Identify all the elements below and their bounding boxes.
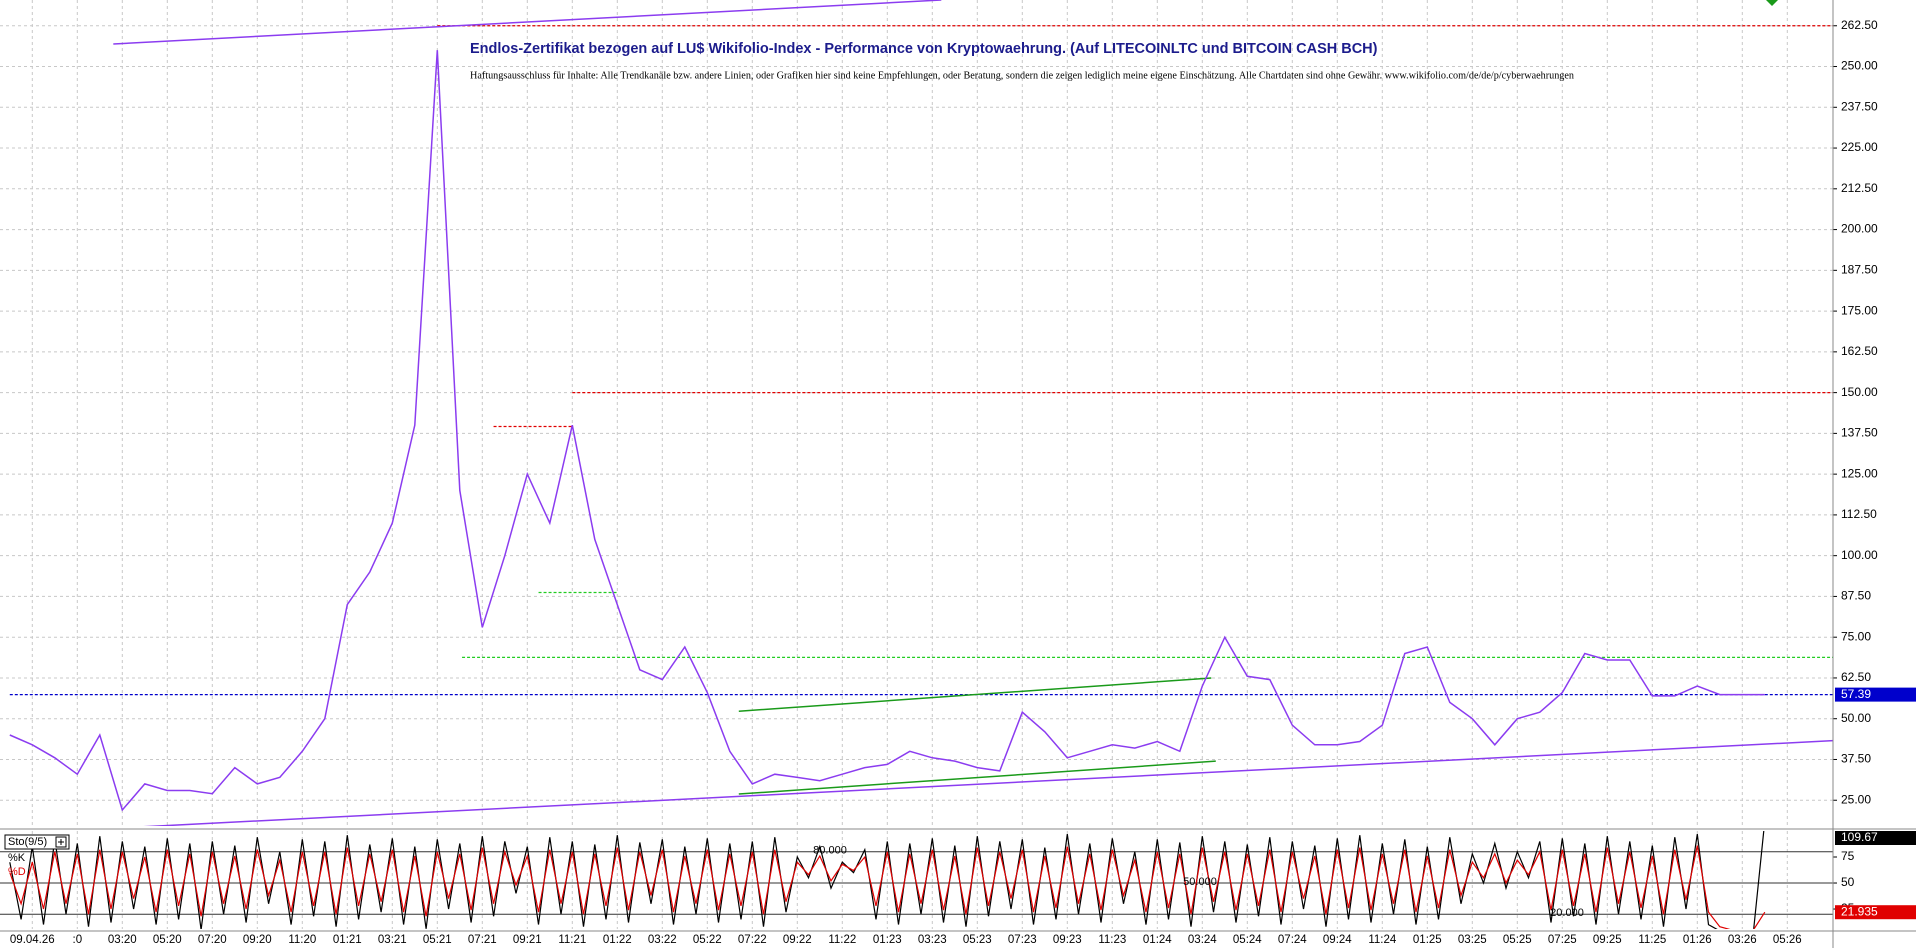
x-tick-label: 03:23 xyxy=(918,934,947,946)
y-tick-label: 262.50 xyxy=(1841,18,1878,32)
x-tick-label: 05:21 xyxy=(423,934,452,946)
x-tick-label: 07:22 xyxy=(738,934,767,946)
last-value-label: 57.39 xyxy=(1841,687,1871,701)
indicator-box xyxy=(4,834,70,850)
last-value-label: 21.935 xyxy=(1841,904,1878,918)
x-tick-label: 11:21 xyxy=(558,934,586,946)
last-value-label: 109.67 xyxy=(1841,830,1878,844)
trend-line xyxy=(113,0,942,45)
x-tick-label: 09:21 xyxy=(513,934,542,946)
x-tick-label: 05:24 xyxy=(1233,934,1262,946)
x-tick-label: 03:21 xyxy=(378,934,407,946)
x-tick-label: 07:25 xyxy=(1548,934,1577,946)
legend-label: %K xyxy=(8,852,26,864)
x-tick-label: 01:22 xyxy=(603,934,632,946)
chart-title: Endlos-Zertifikat bezogen auf LU$ Wikifo… xyxy=(470,41,1378,57)
main-plot xyxy=(0,0,1833,826)
expand-icon-plus xyxy=(58,839,64,845)
y-tick-label: 150.00 xyxy=(1841,385,1878,399)
series-line xyxy=(9,845,1766,929)
level-label: 20.000 xyxy=(1550,907,1584,919)
series-line xyxy=(9,50,1765,812)
y-tick-label: 75 xyxy=(1841,849,1855,863)
x-tick-label: 01:25 xyxy=(1413,934,1442,946)
y-tick-label: 50.00 xyxy=(1841,711,1871,725)
chart-subtitle: Haftungsausschluss für Inhalte: Alle Tre… xyxy=(470,70,1575,81)
x-tick-label: 03:20 xyxy=(108,934,137,946)
x-tick-label: 01:21 xyxy=(333,934,362,946)
trend-line xyxy=(143,739,1833,826)
x-tick-label: 11:24 xyxy=(1368,934,1397,946)
x-tick-label: 09.04.26 xyxy=(10,934,55,946)
y-tick-label: 125.00 xyxy=(1841,466,1878,480)
x-tick-label: 03:24 xyxy=(1188,934,1217,946)
y-tick-label: 25.00 xyxy=(1841,792,1871,806)
y-tick-label: 50 xyxy=(1841,875,1855,889)
x-tick-label: 07:23 xyxy=(1008,934,1037,946)
x-tick-label: 07:20 xyxy=(198,934,227,946)
x-tick-label: 09:24 xyxy=(1323,934,1352,946)
y-tick-label: 237.50 xyxy=(1841,99,1878,113)
x-tick-label: 01:26 xyxy=(1683,934,1712,946)
last-value-box xyxy=(1835,687,1916,702)
x-tick-label: 07:24 xyxy=(1278,934,1307,946)
x-tick-label: 11:25 xyxy=(1638,934,1666,946)
x-tick-label: 09:22 xyxy=(783,934,812,946)
x-tick-label: 09:20 xyxy=(243,934,272,946)
y-tick-label: 250.00 xyxy=(1841,59,1878,73)
stochastic-plot xyxy=(0,831,1833,929)
series-line xyxy=(9,831,1765,929)
y-tick-label: 75.00 xyxy=(1841,629,1871,643)
x-tick-label: 01:24 xyxy=(1143,934,1172,946)
y-tick-label: 162.50 xyxy=(1841,344,1878,358)
x-tick-label: 05:20 xyxy=(153,934,182,946)
y-tick-label: 37.50 xyxy=(1841,752,1871,766)
y-tick-label: 225.00 xyxy=(1841,140,1878,154)
y-tick-label: 187.50 xyxy=(1841,263,1878,277)
level-label: 80.000 xyxy=(813,845,847,857)
x-tick-label: 05:22 xyxy=(693,934,722,946)
trend-line xyxy=(738,760,1216,795)
axes: 09.04.26 :0 03:20 05:20 07:20 09:20 11:20 01:21… xyxy=(8,18,1916,946)
last-value-box xyxy=(1835,905,1916,920)
indicator-title: Sto(9/5) xyxy=(8,836,47,848)
x-tick-label: 09:25 xyxy=(1593,934,1622,946)
x-tick-label: 05:25 xyxy=(1503,934,1532,946)
trend-line xyxy=(738,677,1212,712)
legend-label: %D xyxy=(8,866,26,878)
x-tick-label: 11:20 xyxy=(288,934,316,946)
x-tick-label: :0 xyxy=(73,934,83,946)
x-tick-label: 03:25 xyxy=(1458,934,1487,946)
y-tick-label: 87.50 xyxy=(1841,589,1871,603)
y-tick-label: 100.00 xyxy=(1841,548,1878,562)
x-tick-label: 03:22 xyxy=(648,934,677,946)
level-label: 50.000 xyxy=(1183,876,1217,888)
last-value-box xyxy=(1835,831,1916,845)
x-tick-label: 03:26 xyxy=(1728,934,1757,946)
y-tick-label: 175.00 xyxy=(1841,303,1878,317)
x-tick-label: 05:26 xyxy=(1773,934,1802,946)
x-tick-label: 01:23 xyxy=(873,934,902,946)
x-tick-label: 07:21 xyxy=(468,934,497,946)
x-tick-label: 05:23 xyxy=(963,934,992,946)
x-tick-label: 11:22 xyxy=(828,934,856,946)
y-tick-label: 137.50 xyxy=(1841,426,1878,440)
y-tick-label: 112.50 xyxy=(1841,507,1877,521)
y-tick-label: 62.50 xyxy=(1841,670,1871,684)
x-tick-label: 09:23 xyxy=(1053,934,1082,946)
y-tick-label: 212.50 xyxy=(1841,181,1878,195)
signal-arrow xyxy=(1766,0,1778,6)
y-tick-label: 200.00 xyxy=(1841,222,1878,236)
x-tick-label: 11:23 xyxy=(1098,934,1126,946)
